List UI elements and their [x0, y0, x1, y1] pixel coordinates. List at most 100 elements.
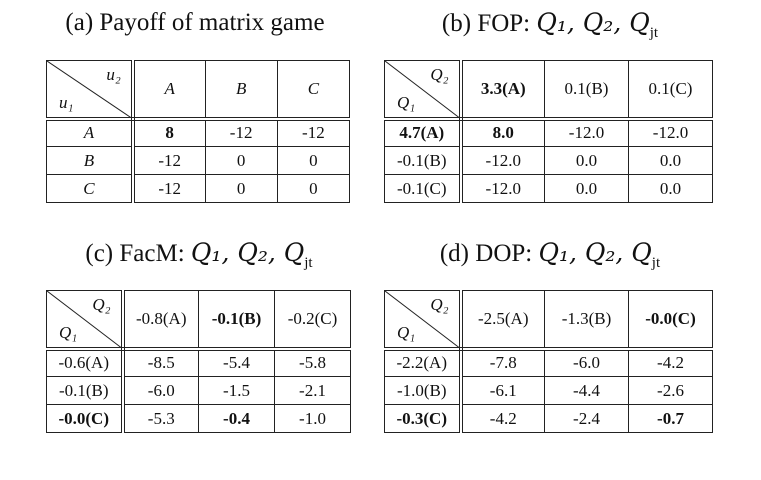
cell: -4.2: [460, 404, 545, 433]
col-header: 0.1(B): [544, 60, 629, 121]
cell: -0.7: [628, 404, 713, 433]
corner-diagonal: [47, 61, 128, 115]
panel-d-title-prefix: (d) DOP:: [439, 240, 533, 267]
table-row: -0.6(A) -8.5 -5.4 -5.8: [46, 348, 351, 377]
col-header: C: [276, 60, 351, 121]
table-row: -0.0(C) -5.3 -0.4 -1.0: [46, 404, 351, 433]
cell: -0.4: [198, 404, 275, 433]
col-header: A: [132, 60, 206, 121]
corner-bottom-label: u₁: [59, 92, 74, 112]
cell: -12: [132, 174, 206, 203]
cell: -1.0: [274, 404, 351, 433]
cell: -12: [276, 118, 351, 147]
col-header: -1.3(B): [544, 290, 629, 351]
cell: 0: [276, 146, 351, 175]
panel-b-title-prefix: (b) FOP:: [441, 10, 531, 37]
cell: -4.4: [544, 376, 629, 405]
cell: -7.8: [460, 348, 545, 377]
corner-cell: Q₂ Q₁: [46, 290, 125, 351]
cell: -12: [132, 146, 206, 175]
row-label: -0.1(B): [46, 376, 125, 405]
panel-c-table: Q₂ Q₁ -0.8(A) -0.1(B) -0.2(C) -0.6(A) -8…: [46, 290, 351, 433]
row-label: -0.6(A): [46, 348, 125, 377]
corner-diagonal: [385, 61, 456, 115]
cell: -12.0: [460, 174, 545, 203]
corner-diagonal: [47, 291, 118, 345]
table-row: -0.1(B) -6.0 -1.5 -2.1: [46, 376, 351, 405]
row-label: A: [45, 118, 135, 147]
cell: -1.5: [198, 376, 275, 405]
col-header: -0.0(C): [628, 290, 713, 351]
cell: 0.0: [544, 146, 629, 175]
row-label: -2.2(A): [384, 348, 463, 377]
cell: -8.5: [122, 348, 199, 377]
cell: 0.0: [628, 174, 713, 203]
panel-a-title: (a) Payoff of matrix game: [40, 8, 350, 38]
cell: -12.0: [544, 118, 629, 147]
table-row: C -12 0 0: [45, 174, 351, 203]
cell: 8: [132, 118, 206, 147]
col-header: -0.2(C): [274, 290, 351, 351]
panel-c-title: (c) FacM: Q₁, Q₂, Qjt: [44, 238, 354, 278]
col-header: -0.1(B): [198, 290, 275, 351]
cell: -5.3: [122, 404, 199, 433]
cell: -2.6: [628, 376, 713, 405]
cell: -6.0: [122, 376, 199, 405]
cell: -2.4: [544, 404, 629, 433]
panel-c-title-sub: jt: [304, 255, 313, 271]
corner-bottom-label: Q₁: [59, 322, 78, 342]
table-row: -0.3(C) -4.2 -2.4 -0.7: [384, 404, 713, 433]
row-label: -0.3(C): [384, 404, 463, 433]
row-label: -1.0(B): [384, 376, 463, 405]
row-label: -0.1(B): [384, 146, 463, 175]
panel-b-title: (b) FOP: Q₁, Q₂, Qjt: [388, 8, 712, 48]
cell: -12.0: [460, 146, 545, 175]
col-header: B: [204, 60, 278, 121]
row-label: C: [45, 174, 135, 203]
cell: 0: [204, 146, 278, 175]
table-row: -0.1(B) -12.0 0.0 0.0: [384, 146, 713, 175]
col-header: -2.5(A): [460, 290, 545, 351]
header-row: u₂ u₁ A B C: [45, 60, 351, 121]
corner-cell: Q₂ Q₁: [384, 290, 463, 351]
cell: -5.8: [274, 348, 351, 377]
table-row: -1.0(B) -6.1 -4.4 -2.6: [384, 376, 713, 405]
header-row: Q₂ Q₁ 3.3(A) 0.1(B) 0.1(C): [384, 60, 713, 121]
cell: -6.0: [544, 348, 629, 377]
panel-a-table: u₂ u₁ A B C A 8 -12 -12 B -12 0 0 C -12 …: [45, 60, 351, 203]
corner-bottom-label: Q₁: [397, 92, 416, 112]
panel-c-title-prefix: (c) FacM:: [85, 240, 185, 267]
cell: -12.0: [628, 118, 713, 147]
table-row: -0.1(C) -12.0 0.0 0.0: [384, 174, 713, 203]
cell: -5.4: [198, 348, 275, 377]
panel-b-title-math: Q₁, Q₂, Q: [536, 8, 650, 37]
panel-b-title-sub: jt: [649, 25, 659, 41]
col-header: 0.1(C): [628, 60, 713, 121]
corner-top-label: Q₂: [92, 295, 111, 314]
col-header: 3.3(A): [460, 60, 545, 121]
row-label: -0.1(C): [384, 174, 463, 203]
table-row: A 8 -12 -12: [45, 118, 351, 147]
cell: 0.0: [628, 146, 713, 175]
cell: -2.1: [274, 376, 351, 405]
table-row: 4.7(A) 8.0 -12.0 -12.0: [384, 118, 713, 147]
cell: -6.1: [460, 376, 545, 405]
cell: 0.0: [544, 174, 629, 203]
panel-d-title: (d) DOP: Q₁, Q₂, Qjt: [388, 238, 712, 278]
cell: 8.0: [460, 118, 545, 147]
corner-cell: Q₂ Q₁: [384, 60, 463, 121]
cell: 0: [276, 174, 351, 203]
corner-top-label: u₂: [106, 65, 121, 84]
row-label: B: [45, 146, 135, 175]
corner-top-label: Q₂: [430, 65, 449, 84]
corner-diagonal: [385, 291, 456, 345]
panel-a-title-text: (a) Payoff of matrix game: [65, 9, 325, 36]
panel-d-table: Q₂ Q₁ -2.5(A) -1.3(B) -0.0(C) -2.2(A) -7…: [384, 290, 713, 433]
corner-bottom-label: Q₁: [397, 322, 416, 342]
panel-c-title-math: Q₁, Q₂, Q: [190, 238, 305, 267]
cell: 0: [204, 174, 278, 203]
corner-cell: u₂ u₁: [45, 60, 135, 121]
cell: -4.2: [628, 348, 713, 377]
col-header: -0.8(A): [122, 290, 199, 351]
row-label: 4.7(A): [384, 118, 463, 147]
